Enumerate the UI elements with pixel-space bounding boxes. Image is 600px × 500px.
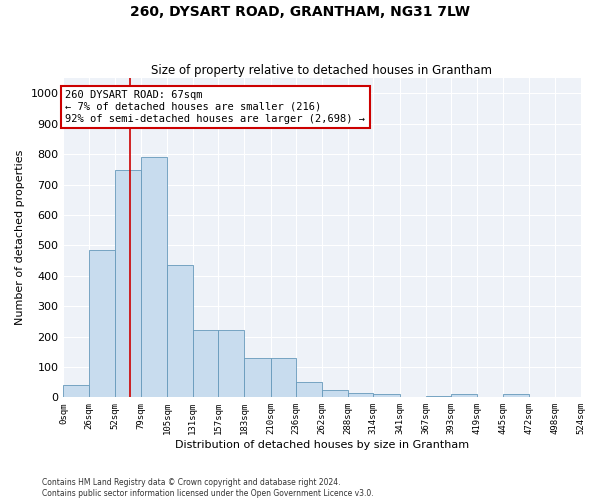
Bar bbox=[89, 250, 115, 398]
Bar bbox=[115, 170, 142, 398]
Bar bbox=[244, 358, 271, 398]
Bar bbox=[64, 385, 89, 398]
X-axis label: Distribution of detached houses by size in Grantham: Distribution of detached houses by size … bbox=[175, 440, 469, 450]
Bar bbox=[451, 394, 477, 398]
Bar bbox=[142, 157, 167, 398]
Text: Contains HM Land Registry data © Crown copyright and database right 2024.
Contai: Contains HM Land Registry data © Crown c… bbox=[42, 478, 374, 498]
Bar bbox=[322, 390, 347, 398]
Text: 260, DYSART ROAD, GRANTHAM, NG31 7LW: 260, DYSART ROAD, GRANTHAM, NG31 7LW bbox=[130, 5, 470, 19]
Bar bbox=[503, 394, 529, 398]
Bar bbox=[425, 396, 451, 398]
Bar bbox=[218, 330, 244, 398]
Bar bbox=[296, 382, 322, 398]
Y-axis label: Number of detached properties: Number of detached properties bbox=[15, 150, 25, 326]
Bar bbox=[373, 394, 400, 398]
Bar bbox=[271, 358, 296, 398]
Bar bbox=[193, 330, 218, 398]
Title: Size of property relative to detached houses in Grantham: Size of property relative to detached ho… bbox=[151, 64, 493, 77]
Bar bbox=[347, 393, 373, 398]
Bar bbox=[167, 265, 193, 398]
Text: 260 DYSART ROAD: 67sqm
← 7% of detached houses are smaller (216)
92% of semi-det: 260 DYSART ROAD: 67sqm ← 7% of detached … bbox=[65, 90, 365, 124]
